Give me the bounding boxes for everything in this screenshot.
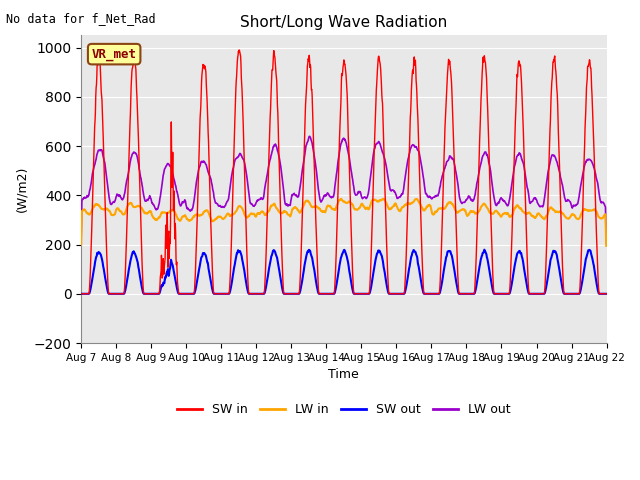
X-axis label: Time: Time <box>328 368 359 381</box>
Text: No data for f_Net_Rad: No data for f_Net_Rad <box>6 12 156 25</box>
Text: VR_met: VR_met <box>92 48 137 60</box>
Y-axis label: (W/m2): (W/m2) <box>15 166 28 212</box>
Title: Short/Long Wave Radiation: Short/Long Wave Radiation <box>240 15 447 30</box>
Legend: SW in, LW in, SW out, LW out: SW in, LW in, SW out, LW out <box>172 398 516 421</box>
